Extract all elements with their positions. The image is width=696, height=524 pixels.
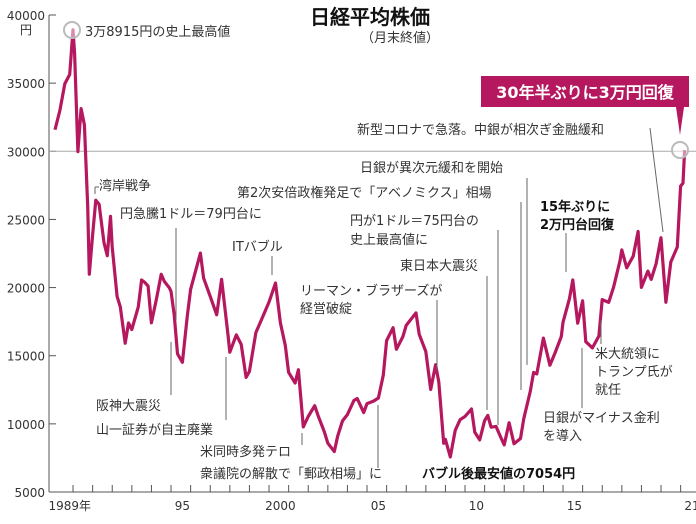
annotation-lehman-1: リーマン・ブラザーズが: [300, 283, 442, 299]
chart-title: 日経平均株価: [310, 5, 430, 29]
annotation-recover20k-2: 2万円台回復: [540, 217, 615, 233]
annotation-lehman-2: 経営破綻: [300, 302, 352, 317]
y-tick-label: 20000: [7, 282, 45, 296]
annotation-tohoku: 東日本大震災: [400, 258, 478, 274]
annotation-recover20k-1: 15年ぶりに: [540, 199, 610, 215]
annotation-yen-79: 円急騰1ドル＝79円台に: [120, 206, 262, 222]
x-tick-label: 10: [469, 499, 484, 513]
annotation-it-bubble: ITバブル: [232, 239, 283, 255]
x-tick-label: 2000: [265, 499, 296, 513]
annotation-boj-easing: 日銀が異次元緩和を開始: [360, 160, 503, 176]
annotation-gulf-war: 湾岸戦争: [99, 178, 151, 194]
y-tick-label: 15000: [7, 350, 45, 364]
y-tick-label: 25000: [7, 213, 45, 227]
annotation-post-bubble-low: バブル後最安値の7054円: [422, 466, 575, 482]
annotation-sept11: 米同時多発テロ: [200, 444, 291, 460]
annotation-peak: 3万8915円の史上最高値: [85, 24, 230, 40]
annotation-yamaichi: 山一証券が自主廃業: [96, 422, 213, 438]
annotation-negative-2: を導入: [543, 429, 582, 444]
x-tick-label: 05: [371, 499, 386, 513]
callout-pointer: [676, 107, 684, 135]
y-tick-label: 30000: [7, 145, 45, 159]
y-tick-label: 5000: [14, 486, 45, 500]
annotation-hanshin: 阪神大震災: [96, 399, 161, 414]
annotation-corona: 新型コロナで急落。中銀が相次ぎ金融緩和: [357, 122, 604, 138]
annotation-postal: 衆議院の解散で「郵政相場」に: [200, 466, 382, 482]
annotation-trump-2: トランプ氏が: [595, 365, 673, 380]
annotation-trump-1: 米大統領に: [595, 346, 660, 362]
chart-subtitle: （月末終値）: [361, 30, 439, 46]
y-tick-label: 10000: [7, 418, 45, 432]
x-tick-label: 1989年: [49, 499, 92, 513]
x-tick-label: 15: [567, 499, 582, 513]
leader-line: [650, 128, 663, 232]
annotation-yen-75-2: 史上最高値に: [350, 232, 428, 248]
y-tick-label: 40000: [7, 9, 45, 23]
peak-marker: [64, 22, 80, 38]
annotation-abenomics: 第2次安倍政権発足で「アベノミクス」相場: [237, 185, 492, 201]
annotation-negative-1: 日銀がマイナス金利: [543, 410, 660, 426]
recovery-marker: [672, 142, 688, 158]
callout-text: 30年半ぶりに3万円回復: [496, 83, 674, 102]
y-unit-label: 円: [20, 23, 32, 37]
annotation-yen-75-1: 円が1ドル＝75円台の: [350, 214, 479, 229]
annotation-trump-3: 就任: [595, 383, 621, 398]
x-tick-label: 21: [684, 499, 696, 513]
x-tick-label: 95: [175, 499, 190, 513]
y-tick-label: 35000: [7, 77, 45, 91]
